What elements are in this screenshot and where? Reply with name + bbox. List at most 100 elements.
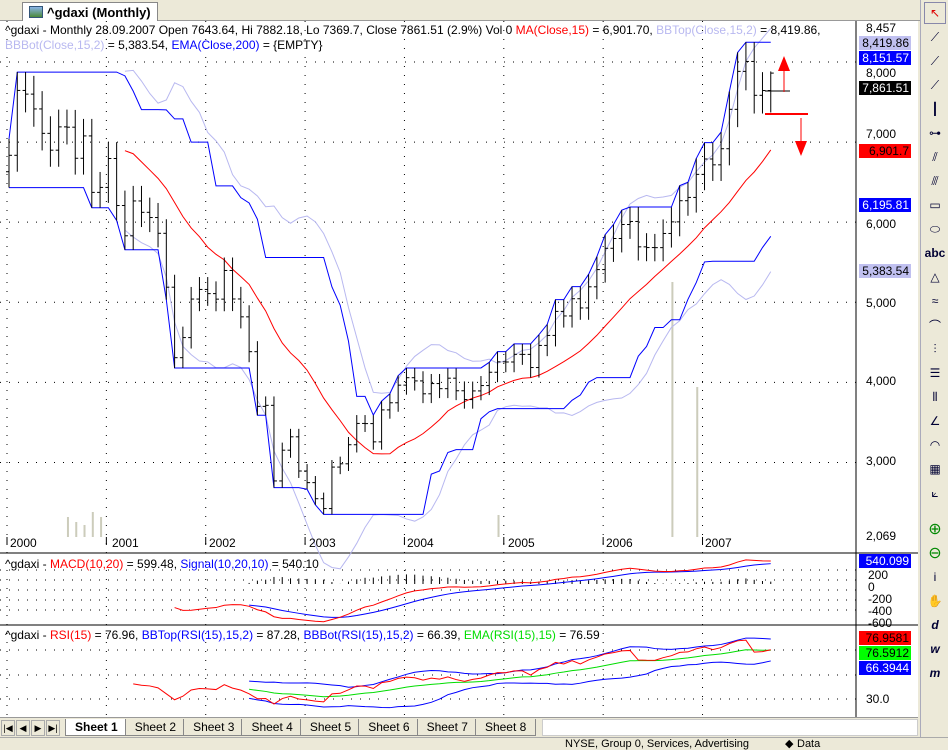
sheet-tab-2[interactable]: Sheet 2 [124, 719, 187, 736]
legend-part: EMA(Close,200) [171, 38, 260, 52]
legend-part: RSI(15) [49, 628, 92, 642]
hand-icon[interactable]: ✋ [927, 594, 943, 608]
fibonacci-icon[interactable]: ≈ [931, 294, 939, 308]
bb-top-line [124, 27, 772, 394]
macd-axis-label: -400 [868, 604, 893, 618]
legend-part: = 8,419.86, [756, 23, 821, 37]
ray-icon[interactable]: ⟋ [930, 53, 940, 68]
rsi-bb-top [249, 637, 771, 688]
first-sheet-button[interactable]: |◀ [1, 719, 15, 736]
sheet-tab-1[interactable]: Sheet 1 [65, 719, 128, 736]
vertical-line-icon[interactable]: ┃ [931, 102, 939, 116]
price-axis-label: 8,457 [866, 21, 897, 35]
status-bar: NYSE, Group 0, Services, Advertising ◆ D… [0, 737, 948, 750]
status-symbol-info: NYSE, Group 0, Services, Advertising [565, 738, 750, 750]
macd-axis-label: -600 [868, 616, 893, 630]
legend-part: = 87.28, [253, 628, 304, 642]
year-label: 2005 [508, 536, 535, 550]
sheet-tab-4[interactable]: Sheet 4 [241, 719, 303, 736]
rsi-line [133, 639, 771, 705]
ellipse-icon[interactable]: ⬭ [929, 221, 941, 236]
horizontal-line-icon[interactable]: ⊶ [929, 126, 941, 140]
price-legend: ^gdaxi - Monthly 28.09.2007 Open 7643.64… [5, 23, 821, 53]
arcs-icon[interactable]: ◠ [929, 438, 941, 452]
year-label: 2003 [309, 536, 336, 550]
year-label: 2000 [10, 536, 37, 550]
bb-bottom-line [124, 229, 772, 570]
info-icon[interactable]: i [933, 570, 937, 584]
legend-part: = 5,383.54, [104, 38, 172, 52]
sheet-tab-8[interactable]: Sheet 8 [474, 719, 537, 736]
line-icon[interactable]: ⟋ [930, 29, 940, 44]
select-arrow-icon[interactable]: ↖ [924, 2, 946, 24]
sheet-tab-3[interactable]: Sheet 3 [183, 719, 245, 736]
data-icon: ◆ [785, 738, 794, 750]
sheet-tab-5[interactable]: Sheet 5 [299, 719, 362, 736]
rectangle-icon[interactable]: ▭ [929, 198, 941, 212]
year-label: 2006 [606, 536, 633, 550]
macd-axis-label: 200 [868, 568, 889, 582]
zoom-out-icon[interactable]: ⊖ [928, 545, 942, 562]
chart-plot[interactable] [0, 0, 918, 717]
price-axis-label: 8,000 [866, 66, 897, 80]
document-tab-title: ^gdaxi (Monthly) [47, 4, 151, 20]
horizontal-lines-icon[interactable]: ☰ [929, 366, 941, 380]
price-value-tag: 7,861.51 [859, 81, 911, 95]
rsi-axis-label: 30.0 [866, 692, 890, 706]
rsi-bb-bottom [249, 660, 771, 709]
price-legend-line2: BBBot(Close,15,2) = 5,383.54, EMA(Close,… [5, 38, 821, 53]
sheet-tabs: |◀ ◀ ▶ ▶| Sheet 1 Sheet 2 Sheet 3 Sheet 4 Sh… [0, 717, 918, 737]
price-axis-label: 5,000 [866, 296, 897, 310]
sheet-tab-6[interactable]: Sheet 6 [358, 719, 420, 736]
fan-icon[interactable]: ∠ [929, 414, 941, 428]
price-axis-label: 2,069 [866, 529, 897, 543]
legend-part: = 66.39, [413, 628, 464, 642]
parallel-lines-icon[interactable]: ⫽ [932, 149, 938, 164]
ma-line [124, 149, 772, 455]
price-axis-label: 6,000 [866, 217, 897, 231]
volume-bar [91, 512, 94, 537]
daily-d-icon[interactable]: d [931, 618, 939, 632]
cycle-icon[interactable]: ⫶ [933, 341, 937, 356]
document-tab[interactable]: ^gdaxi (Monthly) [22, 2, 158, 21]
legend-part: MACD(10,20) [49, 557, 124, 571]
price-axis-label: 7,000 [866, 127, 897, 141]
vertical-lines-icon[interactable]: ⦀ [932, 389, 938, 404]
year-label: 2002 [209, 536, 236, 550]
legend-part: = 599.48, [123, 557, 181, 571]
legend-part: Signal(10,20,10) [180, 557, 269, 571]
document-tab-strip: ^gdaxi (Monthly) [0, 0, 948, 21]
legend-part: = {EMPTY} [259, 38, 323, 52]
text-abc-icon[interactable]: abc [924, 246, 946, 260]
volume-bar [696, 387, 699, 537]
legend-part: BBBot(RSI(15),15,2) [303, 628, 414, 642]
next-sheet-button[interactable]: ▶ [31, 719, 45, 736]
macd-line [174, 559, 771, 623]
extended-line-icon[interactable]: ⟋ [930, 77, 940, 92]
grid-icon[interactable]: ▦ [929, 462, 941, 476]
price-value-tag: 6,195.81 [859, 198, 911, 212]
rsi-legend: ^gdaxi - RSI(15) = 76.96, BBTop(RSI(15),… [5, 628, 600, 643]
arc-icon[interactable]: ⌒ [928, 318, 941, 333]
monthly-m-icon[interactable]: m [929, 666, 941, 680]
rsi-value-tag: 66.3944 [859, 661, 911, 675]
sheet-tab-7[interactable]: Sheet 7 [416, 719, 478, 736]
price-axis-label: 3,000 [866, 454, 897, 468]
macd-axis-label: 0 [868, 580, 875, 594]
price-value-tag: 6,901.7 [859, 144, 911, 158]
triangle-icon[interactable]: △ [930, 270, 940, 284]
gann-fan-icon[interactable]: ⟀ [931, 485, 939, 500]
macd-legend: ^gdaxi - MACD(10,20) = 599.48, Signal(10… [5, 557, 319, 572]
chart-area[interactable] [0, 21, 918, 717]
prev-sheet-button[interactable]: ◀ [16, 719, 30, 736]
channel-bottom-line [9, 187, 772, 515]
zoom-in-icon[interactable]: ⊕ [928, 521, 942, 538]
horizontal-scrollbar[interactable] [542, 719, 918, 736]
volume-bar [100, 517, 103, 537]
last-sheet-button[interactable]: ▶| [46, 719, 60, 736]
weekly-w-icon[interactable]: w [930, 642, 940, 656]
chart-icon [29, 6, 43, 18]
channel-icon[interactable]: ⫻ [931, 173, 939, 188]
year-label: 2007 [705, 536, 732, 550]
volume-bar [497, 515, 500, 537]
